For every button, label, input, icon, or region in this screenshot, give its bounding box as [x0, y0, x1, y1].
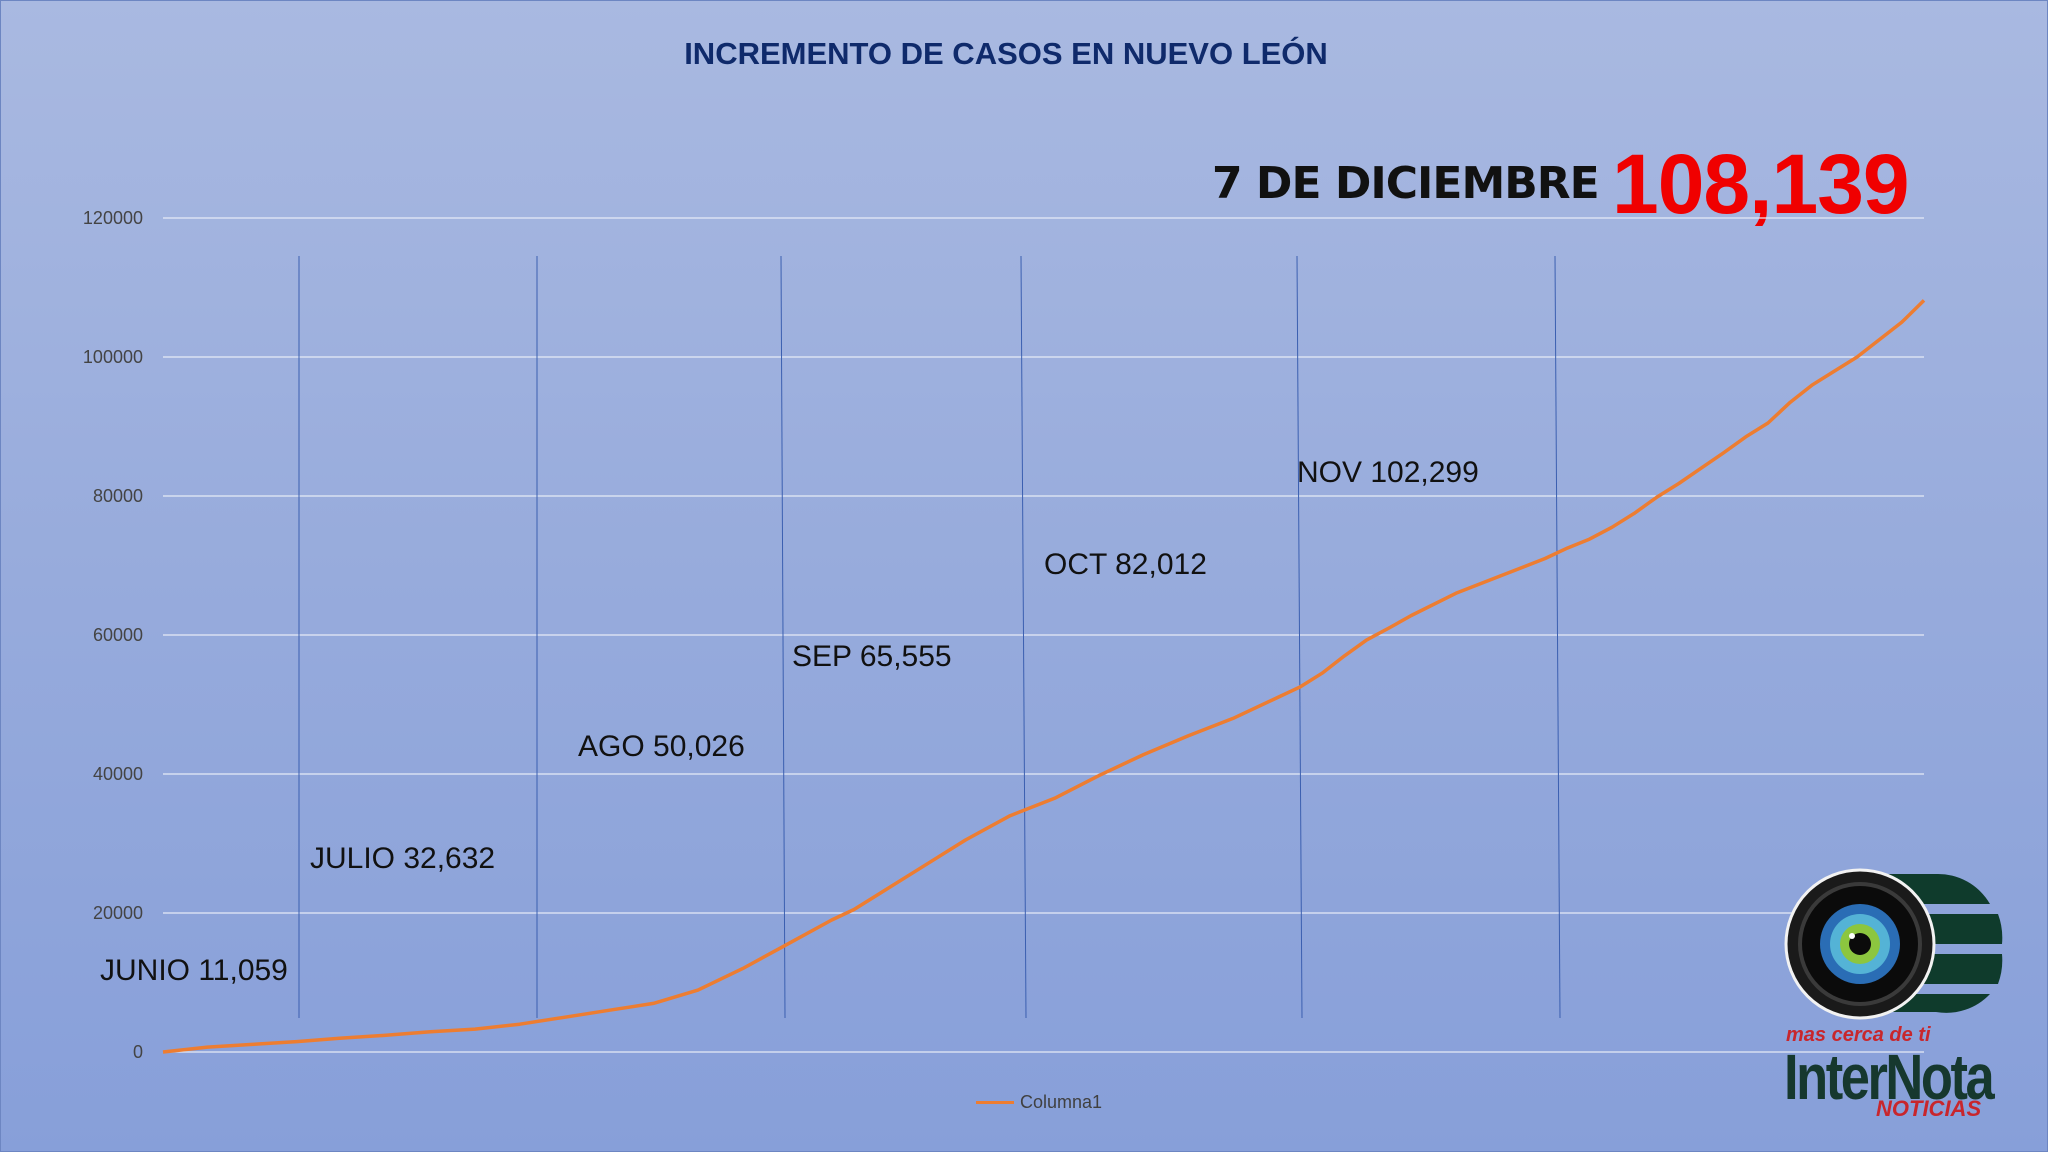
logo-tagline: mas cerca de ti [1786, 1024, 1931, 1046]
month-dividers [298, 255, 1561, 1019]
month-divider [780, 255, 786, 1019]
legend: Columna1 [976, 1092, 1102, 1113]
y-tick-label: 0 [133, 1042, 143, 1062]
series-line [162, 299, 1926, 1054]
y-tick-label: 100000 [83, 347, 143, 367]
camera-lens-icon [1784, 868, 1936, 1020]
y-axis-ticks: 0 20000 40000 60000 80000 100000 120000 [83, 208, 143, 1062]
month-label: JUNIO 11,059 [100, 954, 288, 987]
chart-title: INCREMENTO DE CASOS EN NUEVO LEÓN [684, 36, 1328, 71]
series-layer [162, 299, 1926, 1054]
logo-brand: InterNota [1784, 1041, 1995, 1113]
y-tick-label: 120000 [83, 208, 143, 228]
month-label: SEP 65,555 [792, 640, 952, 673]
y-tick-label: 40000 [93, 764, 143, 784]
month-label: JULIO 32,632 [310, 842, 495, 875]
highlight-date-label: 7 DE DICIEMBRE [1212, 158, 1600, 209]
gridlines [163, 217, 1924, 1053]
y-tick-label: 60000 [93, 625, 143, 645]
internota-logo [1784, 868, 2003, 1020]
y-tick-label: 20000 [93, 903, 143, 923]
legend-swatch [976, 1101, 1014, 1104]
y-tick-label: 80000 [93, 486, 143, 506]
month-label: OCT 82,012 [1044, 548, 1207, 581]
month-label: AGO 50,026 [578, 730, 745, 763]
month-divider [1296, 255, 1303, 1019]
month-labels: JUNIO 11,059 JULIO 32,632 AGO 50,026 SEP 65… [100, 456, 1479, 987]
month-divider [1020, 255, 1027, 1019]
logo-sub: NOTICIAS [1876, 1096, 1982, 1121]
month-divider [1554, 255, 1561, 1019]
month-label: NOV 102,299 [1297, 456, 1479, 489]
highlight-total-value: 108,139 [1612, 137, 1910, 231]
legend-label: Columna1 [1020, 1092, 1103, 1112]
